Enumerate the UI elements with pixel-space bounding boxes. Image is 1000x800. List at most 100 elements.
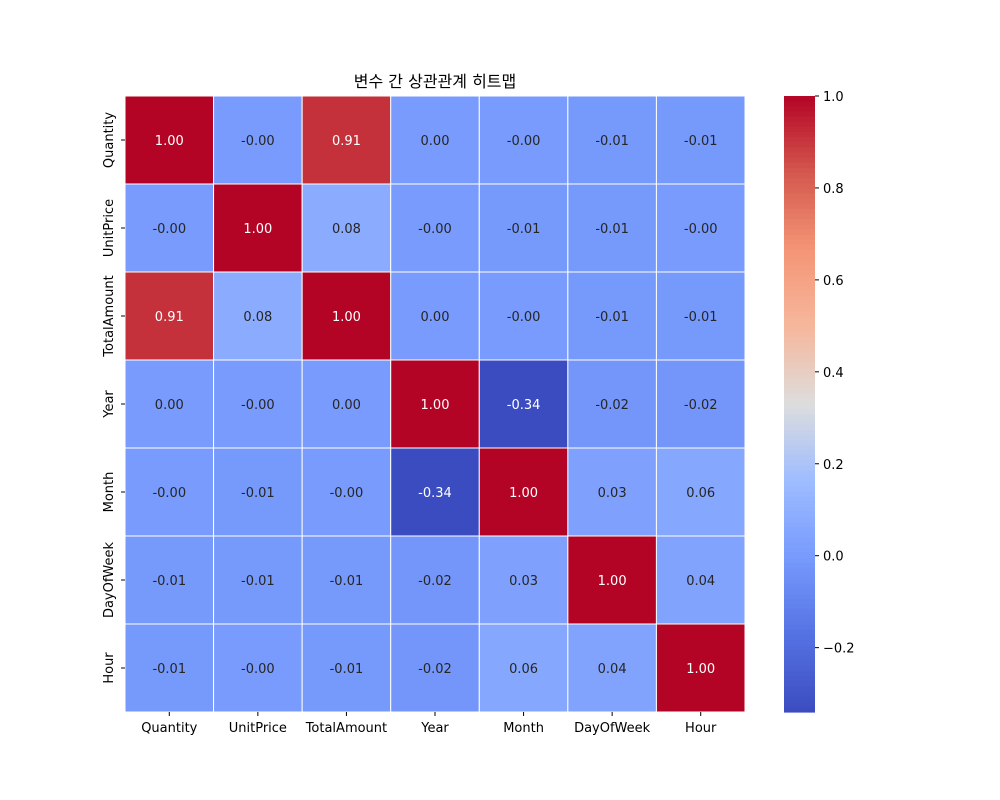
heatmap-cell bbox=[390, 359, 480, 449]
heatmap-cell bbox=[390, 623, 480, 713]
colorbar-segment bbox=[784, 265, 815, 272]
colorbar-segment bbox=[784, 193, 815, 200]
colorbar-segment bbox=[784, 445, 815, 451]
colorbar-segment bbox=[784, 439, 815, 446]
colorbar-segment bbox=[784, 388, 815, 395]
cell-label: -0.00 bbox=[241, 662, 275, 677]
colorbar-segment bbox=[784, 162, 815, 169]
cell-label: -0.01 bbox=[595, 222, 629, 237]
cell-label: 0.06 bbox=[686, 486, 715, 501]
colorbar-segment bbox=[784, 142, 815, 148]
colorbar-segment bbox=[784, 157, 815, 164]
colorbar-segment bbox=[784, 347, 815, 354]
colorbar-segment bbox=[784, 311, 815, 318]
cell-label: 0.04 bbox=[686, 574, 715, 589]
cell-label: 0.08 bbox=[243, 310, 272, 325]
colorbar-segment bbox=[784, 255, 815, 261]
colorbar-segment bbox=[784, 373, 815, 379]
cell-label: 0.91 bbox=[155, 310, 184, 325]
cell-label: -0.01 bbox=[241, 486, 275, 501]
colorbar-segment bbox=[784, 137, 815, 143]
colorbar-segment bbox=[784, 214, 815, 220]
colorbar-segment bbox=[784, 291, 815, 297]
heatmap-cell bbox=[301, 95, 392, 185]
cell-label: 0.03 bbox=[598, 486, 627, 501]
colorbar-segment bbox=[784, 260, 815, 266]
cell-label: -0.00 bbox=[684, 222, 718, 237]
colorbar-segment bbox=[784, 660, 815, 667]
colorbar-segment bbox=[784, 203, 815, 210]
colorbar-segment bbox=[784, 501, 815, 508]
colorbar-segment bbox=[784, 316, 815, 323]
colorbar-segment bbox=[784, 219, 815, 225]
cell-label: -0.00 bbox=[152, 486, 186, 501]
colorbar-segment bbox=[784, 455, 815, 462]
cell-label: 1.00 bbox=[155, 134, 184, 149]
heatmap-cell bbox=[478, 623, 569, 713]
heatmap-cell bbox=[655, 623, 746, 713]
colorbar-segment bbox=[784, 506, 815, 513]
colorbar-segment bbox=[784, 578, 815, 585]
x-axis: Quantity UnitPrice TotalAmount Year Month Day… bbox=[141, 712, 717, 736]
colorbar-segment bbox=[784, 547, 815, 554]
colorbar-segment bbox=[784, 101, 815, 107]
colorbar-segment bbox=[784, 404, 815, 410]
colorbar-segment bbox=[784, 583, 815, 590]
colorbar-segment bbox=[784, 121, 815, 128]
colorbar-segment bbox=[784, 691, 815, 698]
heatmap-cell bbox=[390, 95, 480, 185]
colorbar-segment bbox=[784, 321, 815, 328]
cell-label: -0.02 bbox=[418, 574, 452, 589]
cell-label: -0.34 bbox=[418, 486, 452, 501]
colorbar-segment bbox=[784, 670, 815, 677]
heatmap-cell bbox=[655, 183, 746, 273]
colorbar-tick-label: 0.4 bbox=[823, 366, 844, 381]
colorbar-segment bbox=[784, 96, 815, 102]
colorbar-segment bbox=[784, 496, 815, 503]
colorbar-segment bbox=[784, 173, 815, 179]
cell-label: 0.00 bbox=[421, 310, 450, 325]
cell-label: -0.01 bbox=[684, 310, 718, 325]
colorbar-segment bbox=[784, 527, 815, 533]
cell-label: 0.06 bbox=[509, 662, 538, 677]
colorbar-segment bbox=[784, 337, 815, 343]
cell-label: 0.00 bbox=[421, 134, 450, 149]
colorbar-segment bbox=[784, 224, 815, 231]
colorbar-segment bbox=[784, 465, 815, 472]
cell-label: -0.01 bbox=[152, 574, 186, 589]
colorbar-segment bbox=[784, 511, 815, 518]
cell-label: -0.01 bbox=[684, 134, 718, 149]
colorbar-segment bbox=[784, 183, 815, 189]
y-tick-label: Hour bbox=[102, 652, 117, 684]
colorbar-segment bbox=[784, 645, 815, 651]
heatmap-cell bbox=[478, 359, 569, 449]
colorbar-segment bbox=[784, 250, 815, 256]
colorbar-segment bbox=[784, 475, 815, 482]
colorbar-segment bbox=[784, 450, 815, 456]
heatmap-cell bbox=[301, 183, 392, 273]
colorbar-segment bbox=[784, 619, 815, 626]
colorbar-segment bbox=[784, 573, 815, 580]
colorbar-segment bbox=[784, 655, 815, 662]
colorbar-segment bbox=[784, 244, 815, 251]
colorbar-segment bbox=[784, 116, 815, 123]
cell-label: 0.00 bbox=[332, 398, 361, 413]
heatmap-cell bbox=[567, 535, 657, 625]
heatmap-cell bbox=[213, 447, 303, 537]
cell-label: -0.01 bbox=[595, 310, 629, 325]
colorbar-segment bbox=[784, 522, 815, 528]
heatmap-cell bbox=[567, 623, 657, 713]
heatmap-cell bbox=[301, 359, 392, 449]
colorbar-segment bbox=[784, 131, 815, 138]
colorbar-tick-label: 0.8 bbox=[823, 182, 844, 197]
colorbar-segment bbox=[784, 126, 815, 133]
colorbar-segment bbox=[784, 352, 815, 359]
heatmap-cell bbox=[301, 535, 392, 625]
cell-annotations: 1.00 -0.00 0.91 0.00 -0.00 -0.01 -0.01 -0.00 1.0… bbox=[152, 134, 717, 677]
colorbar-segment bbox=[784, 208, 815, 215]
heatmap-cell bbox=[655, 359, 746, 449]
colorbar-segment bbox=[784, 296, 815, 302]
colorbar-segment bbox=[784, 486, 815, 492]
colorbar-segment bbox=[784, 650, 815, 657]
colorbar-segment bbox=[784, 434, 815, 441]
